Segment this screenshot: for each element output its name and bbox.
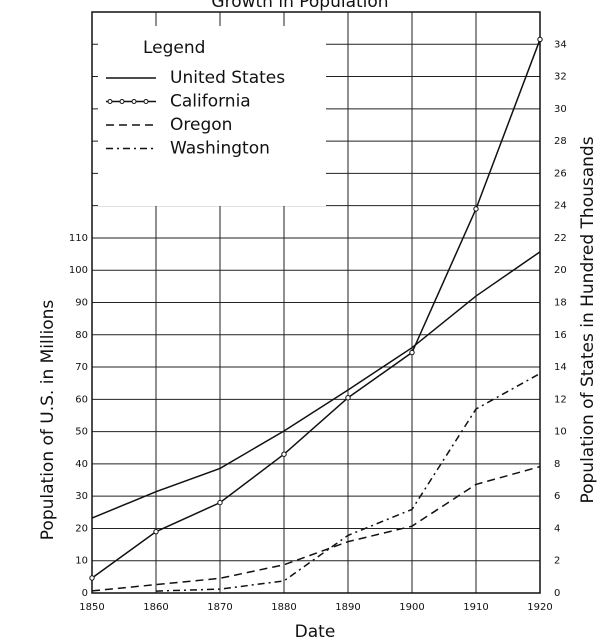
y2-tick-label: 20 bbox=[554, 265, 567, 276]
y-tick-label: 20 bbox=[75, 523, 88, 534]
legend-marker bbox=[119, 99, 125, 104]
y2-tick-label: 12 bbox=[554, 394, 567, 405]
x-tick-label: 1850 bbox=[79, 602, 104, 613]
y2-tick-label: 2 bbox=[554, 556, 560, 567]
y2-tick-label: 22 bbox=[554, 233, 567, 244]
y-tick-label: 60 bbox=[75, 394, 88, 405]
series-line bbox=[91, 39, 541, 579]
data-point bbox=[153, 528, 159, 535]
legend-marker bbox=[143, 99, 149, 104]
chart-title: Growth in Population bbox=[211, 0, 388, 12]
x-tick-label: 1870 bbox=[207, 602, 232, 613]
y-tick-label: 70 bbox=[75, 362, 88, 373]
y-tick-label: 100 bbox=[69, 265, 88, 276]
y-tick-label: 110 bbox=[69, 233, 88, 244]
x-tick-label: 1860 bbox=[143, 602, 168, 613]
legend-label: United States bbox=[170, 68, 285, 88]
y2-axis-label: Population of States in Hundred Thousand… bbox=[578, 136, 598, 503]
y2-tick-label: 28 bbox=[554, 136, 567, 147]
legend-title: Legend bbox=[143, 38, 205, 58]
x-tick-label: 1920 bbox=[527, 602, 552, 613]
legend-label: Washington bbox=[170, 139, 270, 159]
y2-tick-label: 4 bbox=[554, 523, 560, 534]
legend-label: Oregon bbox=[170, 115, 232, 135]
data-point bbox=[89, 575, 95, 581]
y-tick-label: 90 bbox=[75, 298, 88, 309]
y2-tick-label: 6 bbox=[554, 491, 560, 502]
y2-tick-label: 14 bbox=[554, 362, 567, 373]
data-point bbox=[281, 451, 287, 457]
y2-tick-label: 0 bbox=[554, 588, 560, 599]
x-tick-label: 1880 bbox=[271, 602, 296, 613]
data-point bbox=[537, 36, 543, 43]
series-line bbox=[91, 465, 541, 592]
y-tick-label: 0 bbox=[82, 588, 88, 599]
x-tick-label: 1900 bbox=[399, 602, 424, 613]
legend-marker bbox=[107, 99, 113, 104]
y2-tick-label: 24 bbox=[554, 201, 567, 212]
x-axis-label: Date bbox=[295, 622, 336, 641]
y2-tick-label: 8 bbox=[554, 459, 560, 470]
y2-tick-label: 32 bbox=[554, 72, 567, 83]
plot-frame bbox=[91, 11, 541, 594]
legend-marker bbox=[131, 99, 137, 104]
data-point bbox=[409, 349, 415, 356]
y-axis-label: Population of U.S. in Millions bbox=[38, 300, 58, 541]
y2-tick-label: 30 bbox=[554, 104, 567, 115]
y-tick-label: 30 bbox=[75, 491, 88, 502]
series-line bbox=[91, 251, 541, 519]
y-tick-label: 80 bbox=[75, 330, 88, 341]
y2-tick-label: 18 bbox=[554, 298, 567, 309]
data-point bbox=[473, 206, 479, 212]
y2-tick-label: 34 bbox=[554, 39, 567, 50]
y2-tick-label: 16 bbox=[554, 330, 567, 341]
series-line bbox=[155, 372, 541, 592]
legend-label: California bbox=[170, 92, 251, 112]
y2-tick-label: 26 bbox=[554, 168, 567, 179]
y-tick-label: 10 bbox=[75, 556, 88, 567]
data-point bbox=[345, 395, 351, 401]
x-tick-label: 1890 bbox=[335, 602, 360, 613]
legend-box bbox=[98, 26, 326, 206]
y2-tick-label: 10 bbox=[554, 427, 567, 438]
y-tick-label: 50 bbox=[75, 427, 88, 438]
y-tick-label: 40 bbox=[75, 459, 88, 470]
x-tick-label: 1910 bbox=[463, 602, 488, 613]
data-point bbox=[217, 499, 223, 506]
